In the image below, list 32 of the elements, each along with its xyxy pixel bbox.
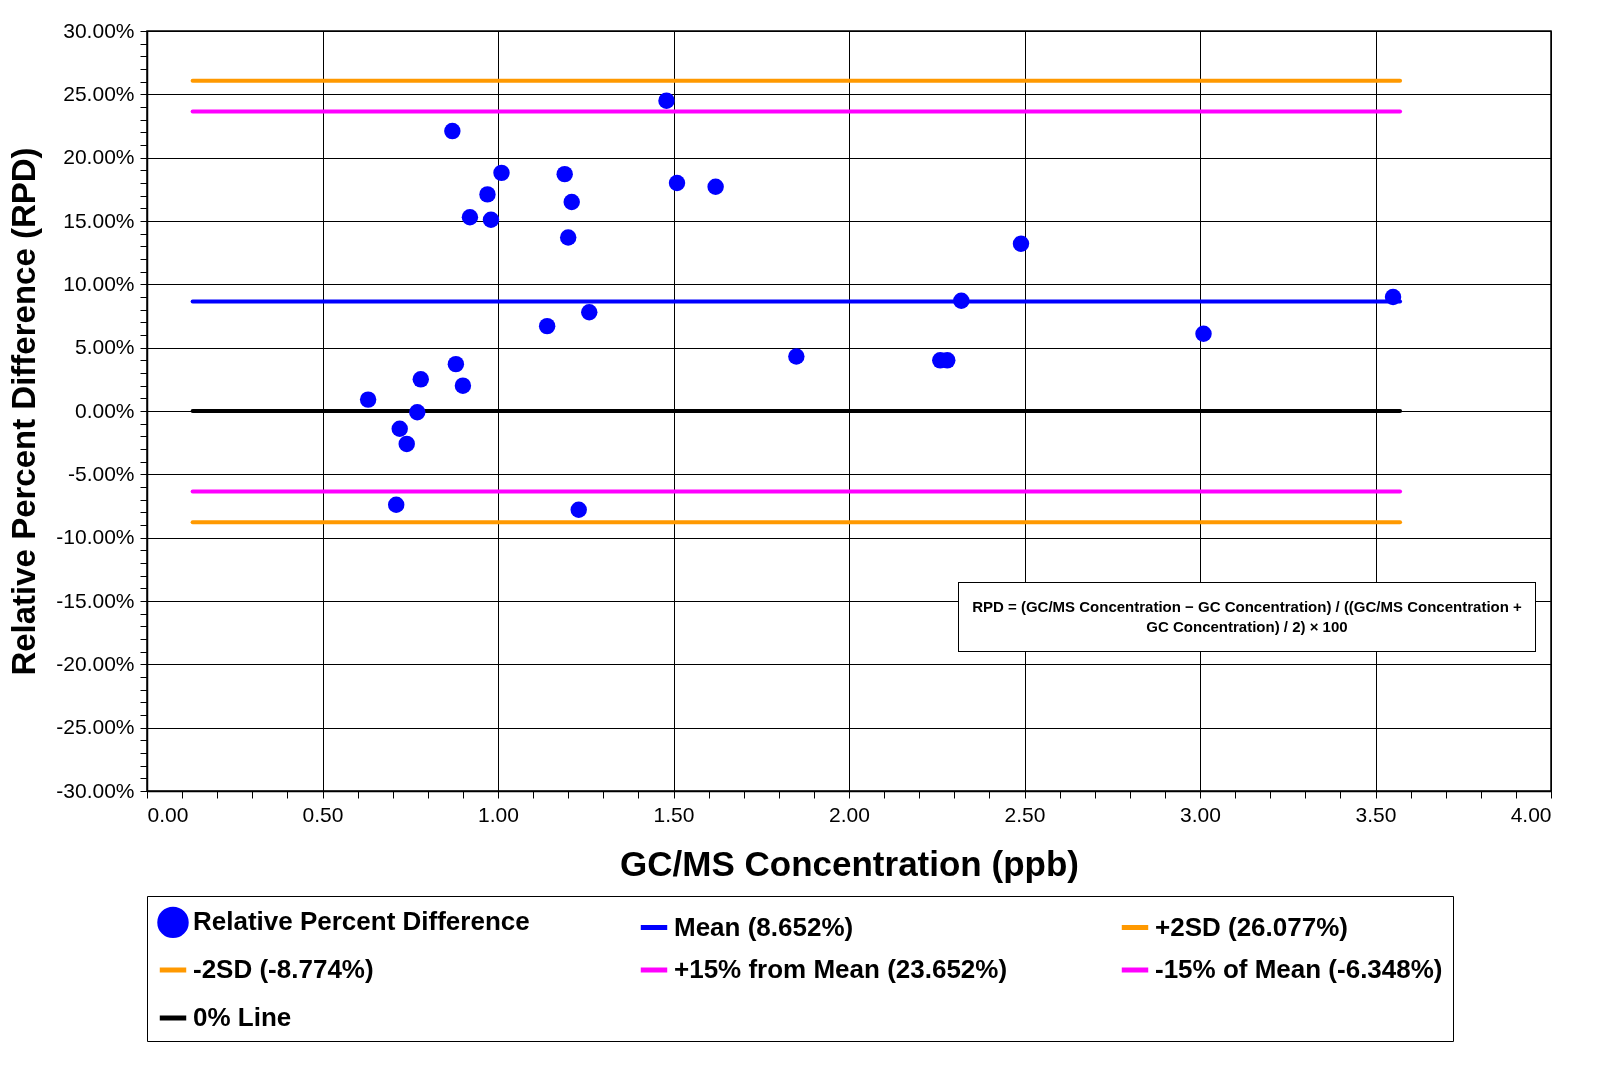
legend-label: +15% from Mean (23.652%) <box>674 954 1008 984</box>
y-tick-label: -30.00% <box>56 778 135 802</box>
x-tick-label: 3.50 <box>1355 802 1397 826</box>
y-tick-label: 20.00% <box>63 145 135 169</box>
x-tick-label: 0.00 <box>147 802 189 826</box>
y-tick-label: 30.00% <box>63 18 135 42</box>
y-tick-label: -15.00% <box>56 588 135 612</box>
y-tick-label: 10.00% <box>63 271 135 295</box>
y-tick-label: -5.00% <box>67 461 135 485</box>
legend-label: 0% Line <box>193 1002 292 1032</box>
x-tick-label: 4.00 <box>1510 802 1552 826</box>
formula-box: RPD = (GC/MS Concentration − GC Concentration) / ((GC/MS Concentration + GC Concentration) / 2) × 100 <box>958 582 1536 652</box>
x-tick-label: 1.50 <box>653 802 695 826</box>
x-tick-label: 0.50 <box>302 802 344 826</box>
y-axis-title: Relative Percent Difference (RPD) <box>5 147 43 676</box>
x-tick-label: 2.50 <box>1004 802 1046 826</box>
y-tick-label: 0.00% <box>74 398 135 422</box>
x-tick-label: 1.00 <box>478 802 519 826</box>
x-tick-label: 2.00 <box>829 802 870 826</box>
y-tick-label: 5.00% <box>74 335 135 359</box>
legend-label: -15% of Mean (-6.348%) <box>1155 954 1443 984</box>
y-tick-label: -25.00% <box>56 715 135 739</box>
legend-label: Mean (8.652%) <box>674 911 854 942</box>
y-tick-label: 15.00% <box>63 208 135 232</box>
x-axis-title: GC/MS Concentration (ppb) <box>620 843 1079 883</box>
y-tick-label: -20.00% <box>56 651 135 675</box>
x-tick-label: 3.00 <box>1180 802 1221 826</box>
legend-label: -2SD (-8.774%) <box>193 954 374 984</box>
y-tick-label: -10.00% <box>56 525 135 549</box>
y-tick-label: 25.00% <box>63 81 135 105</box>
legend-label: Relative Percent Difference <box>193 906 530 937</box>
legend-label: +2SD (26.077%) <box>1155 911 1348 942</box>
